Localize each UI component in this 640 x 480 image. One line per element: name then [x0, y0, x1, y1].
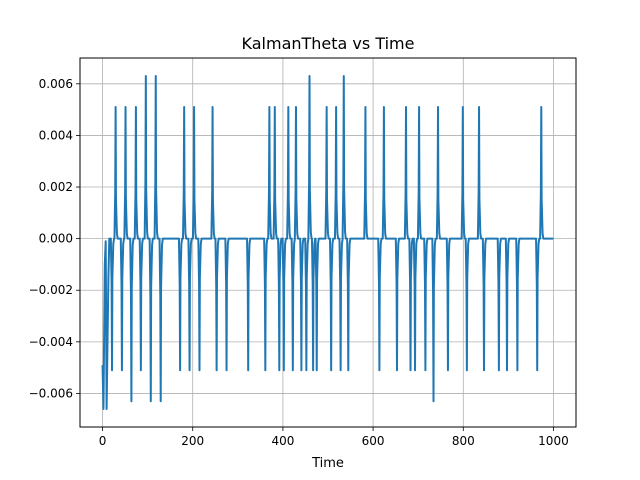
- y-tick-label: −0.002: [29, 283, 73, 297]
- series-line: [101, 75, 554, 410]
- y-tick-label: 0.002: [39, 180, 73, 194]
- x-tick-label: 600: [362, 434, 385, 448]
- axes-frame: [79, 57, 577, 428]
- x-tick-label: 400: [271, 434, 294, 448]
- x-tick-label: 1000: [538, 434, 569, 448]
- y-tick-label: 0.000: [39, 232, 73, 246]
- x-tick-label: 800: [452, 434, 475, 448]
- chart-title: KalmanTheta vs Time: [242, 34, 415, 53]
- x-axis: 0 200 400 600 800 1000: [99, 427, 569, 448]
- y-tick-label: 0.006: [39, 77, 73, 91]
- y-tick-label: −0.006: [29, 386, 73, 400]
- x-tick-label: 200: [181, 434, 204, 448]
- y-tick-label: −0.004: [29, 335, 73, 349]
- y-axis: −0.006 −0.004 −0.002 0.000 0.002 0.004 0.006: [29, 77, 80, 400]
- x-tick-label: 0: [99, 434, 107, 448]
- plot-area: [101, 75, 554, 410]
- x-axis-label: Time: [311, 456, 344, 471]
- y-tick-label: 0.004: [39, 128, 73, 142]
